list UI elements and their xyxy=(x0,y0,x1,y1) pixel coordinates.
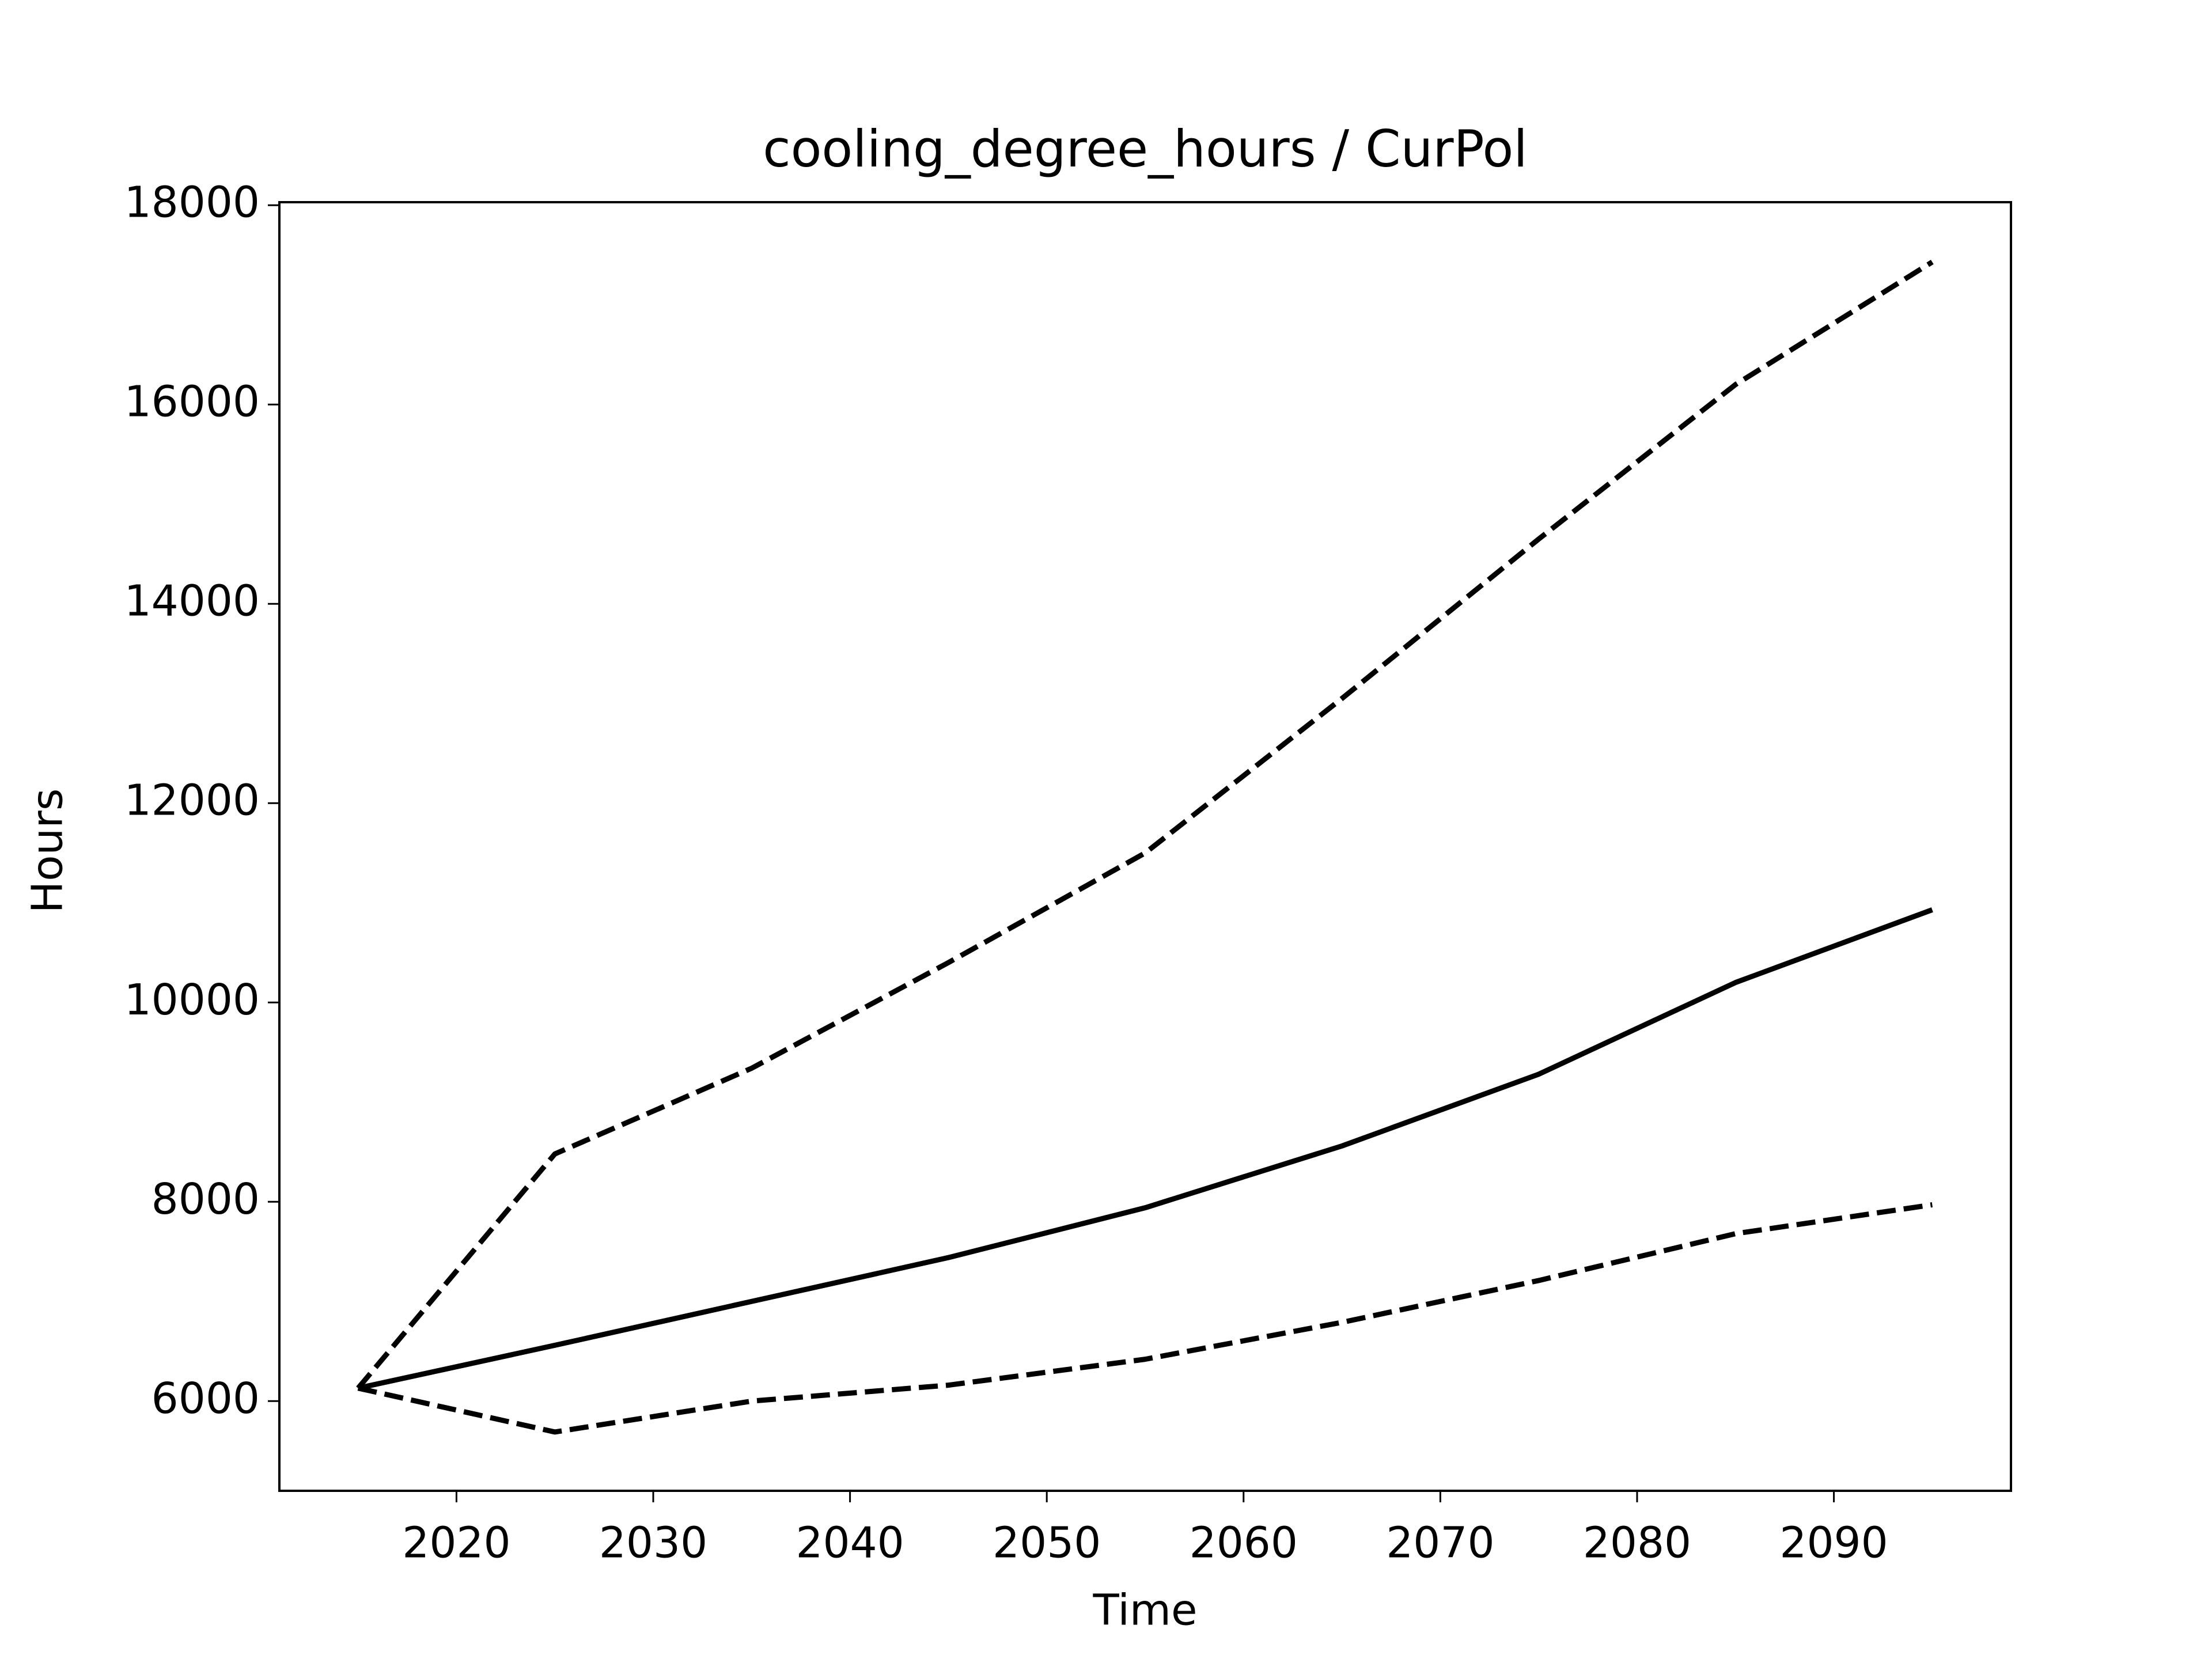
y-tick-label: 6000 xyxy=(151,1374,260,1423)
plot-frame xyxy=(278,201,2012,1492)
y-tick-label: 16000 xyxy=(124,377,260,427)
chart-title: cooling_degree_hours / CurPol xyxy=(763,119,1528,179)
y-tick-label: 8000 xyxy=(151,1175,260,1224)
x-tick-label: 2020 xyxy=(402,1518,510,1568)
series-line xyxy=(356,259,1934,1390)
x-tick-label: 2030 xyxy=(599,1518,707,1568)
x-tick-label: 2070 xyxy=(1386,1518,1494,1568)
series-line xyxy=(357,1202,1933,1435)
x-axis-label: Time xyxy=(1092,1586,1197,1635)
x-tick-label: 2050 xyxy=(993,1518,1101,1568)
x-tick-label: 2060 xyxy=(1190,1518,1298,1568)
x-tick-label: 2080 xyxy=(1583,1518,1691,1568)
y-tick-label: 14000 xyxy=(124,577,260,626)
y-tick-label: 10000 xyxy=(124,975,260,1025)
y-tick-label: 12000 xyxy=(124,776,260,825)
y-axis-label: Hours xyxy=(23,789,73,914)
y-tick-label: 18000 xyxy=(124,178,260,228)
x-tick-label: 2090 xyxy=(1779,1518,1888,1568)
series-line xyxy=(357,907,1933,1391)
x-tick-label: 2040 xyxy=(796,1518,904,1568)
